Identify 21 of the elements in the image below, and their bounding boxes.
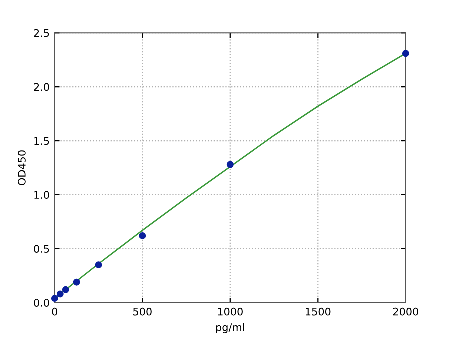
point [51, 295, 58, 302]
y-tick-label: 1.0 [34, 191, 50, 200]
y-tick-label: 2.0 [34, 83, 50, 92]
x-tick-label: 2000 [393, 308, 418, 316]
x-tick-label: 500 [134, 308, 152, 316]
y-axis-title: OD450 [18, 150, 26, 186]
x-tick-label: 1500 [306, 308, 331, 316]
y-tick-label: 2.5 [34, 29, 50, 38]
point [139, 232, 146, 240]
x-tick-label: 1000 [218, 308, 243, 316]
point [402, 50, 410, 58]
point [62, 286, 70, 294]
x-axis-title: pg/ml [216, 323, 244, 334]
x-tick-label: 0 [52, 308, 58, 316]
y-tick-label: 0.5 [34, 245, 50, 254]
point [73, 278, 80, 286]
point [95, 262, 102, 269]
point [226, 161, 234, 168]
y-tick-label: 1.5 [34, 137, 50, 146]
point [56, 290, 64, 298]
y-tick-label: 0.0 [34, 299, 50, 307]
